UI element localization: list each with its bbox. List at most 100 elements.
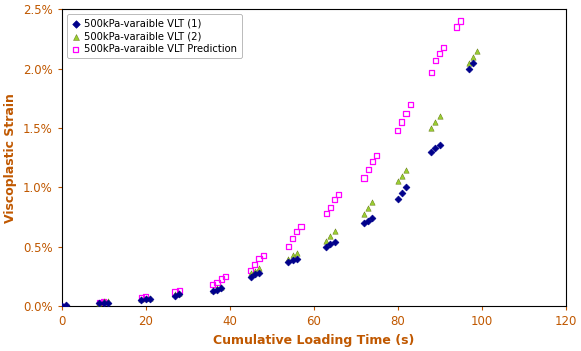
500kPa-varaible VLT (1) [292, 256, 302, 261]
500kPa-varaible VLT (2) [426, 125, 436, 131]
500kPa-varaible VLT (2) [212, 286, 221, 291]
500kPa-varaible VLT Prediction [208, 282, 217, 288]
500kPa-varaible VLT (2) [393, 179, 402, 184]
500kPa-varaible VLT Prediction [452, 24, 461, 30]
500kPa-varaible VLT Prediction [284, 244, 293, 250]
X-axis label: Cumulative Loading Time (s): Cumulative Loading Time (s) [213, 334, 414, 347]
500kPa-varaible VLT (2) [170, 292, 180, 297]
500kPa-varaible VLT Prediction [435, 50, 444, 56]
500kPa-varaible VLT (1) [137, 298, 146, 303]
500kPa-varaible VLT Prediction [406, 101, 415, 107]
500kPa-varaible VLT Prediction [217, 276, 226, 282]
500kPa-varaible VLT Prediction [359, 175, 368, 181]
500kPa-varaible VLT (2) [174, 290, 184, 296]
500kPa-varaible VLT (1) [326, 241, 335, 247]
500kPa-varaible VLT (2) [397, 173, 407, 178]
500kPa-varaible VLT (2) [330, 229, 339, 234]
500kPa-varaible VLT Prediction [401, 111, 411, 117]
500kPa-varaible VLT Prediction [141, 294, 150, 299]
500kPa-varaible VLT (1) [468, 60, 478, 65]
500kPa-varaible VLT Prediction [170, 289, 180, 295]
500kPa-varaible VLT (1) [217, 286, 226, 291]
500kPa-varaible VLT (1) [401, 185, 411, 190]
500kPa-varaible VLT (2) [145, 295, 155, 301]
500kPa-varaible VLT Prediction [393, 127, 402, 133]
500kPa-varaible VLT Prediction [254, 256, 264, 261]
500kPa-varaible VLT (1) [431, 145, 440, 151]
500kPa-varaible VLT (1) [464, 66, 474, 71]
500kPa-varaible VLT (1) [330, 239, 339, 245]
500kPa-varaible VLT (2) [141, 295, 150, 301]
500kPa-varaible VLT Prediction [426, 69, 436, 75]
500kPa-varaible VLT (1) [284, 259, 293, 265]
500kPa-varaible VLT Prediction [439, 44, 449, 50]
500kPa-varaible VLT (1) [212, 287, 221, 292]
500kPa-varaible VLT (2) [321, 238, 331, 244]
Y-axis label: Viscoplastic Strain: Viscoplastic Strain [4, 93, 17, 223]
500kPa-varaible VLT (2) [431, 119, 440, 125]
500kPa-varaible VLT Prediction [250, 262, 259, 267]
500kPa-varaible VLT (1) [368, 216, 377, 221]
Legend: 500kPa-varaible VLT (1), 500kPa-varaible VLT (2), 500kPa-varaible VLT Prediction: 500kPa-varaible VLT (1), 500kPa-varaible… [66, 14, 242, 58]
500kPa-varaible VLT (1) [250, 271, 259, 277]
500kPa-varaible VLT (1) [170, 293, 180, 298]
500kPa-varaible VLT (2) [284, 256, 293, 261]
500kPa-varaible VLT Prediction [221, 274, 230, 279]
500kPa-varaible VLT (1) [426, 149, 436, 154]
500kPa-varaible VLT (2) [217, 284, 226, 290]
500kPa-varaible VLT (2) [364, 205, 373, 211]
500kPa-varaible VLT (2) [288, 252, 297, 258]
500kPa-varaible VLT (2) [246, 270, 255, 276]
500kPa-varaible VLT (1) [288, 257, 297, 263]
500kPa-varaible VLT (2) [208, 287, 217, 292]
500kPa-varaible VLT (1) [359, 220, 368, 226]
500kPa-varaible VLT Prediction [137, 295, 146, 301]
500kPa-varaible VLT (2) [254, 265, 264, 271]
500kPa-varaible VLT (2) [61, 302, 70, 308]
500kPa-varaible VLT (1) [364, 218, 373, 224]
500kPa-varaible VLT Prediction [431, 58, 440, 63]
500kPa-varaible VLT (2) [95, 300, 104, 305]
500kPa-varaible VLT (1) [397, 191, 407, 196]
500kPa-varaible VLT (1) [61, 302, 70, 308]
500kPa-varaible VLT Prediction [334, 192, 343, 197]
500kPa-varaible VLT (1) [57, 304, 66, 309]
500kPa-varaible VLT Prediction [397, 119, 407, 125]
500kPa-varaible VLT (2) [468, 54, 478, 60]
500kPa-varaible VLT (2) [103, 299, 112, 304]
500kPa-varaible VLT (1) [321, 244, 331, 250]
500kPa-varaible VLT Prediction [57, 304, 66, 309]
500kPa-varaible VLT (1) [254, 270, 264, 276]
500kPa-varaible VLT (1) [393, 197, 402, 202]
500kPa-varaible VLT Prediction [288, 236, 297, 241]
500kPa-varaible VLT (2) [401, 167, 411, 172]
500kPa-varaible VLT Prediction [456, 18, 465, 24]
500kPa-varaible VLT (1) [103, 300, 112, 305]
500kPa-varaible VLT (1) [174, 292, 184, 297]
500kPa-varaible VLT Prediction [212, 280, 221, 285]
500kPa-varaible VLT (1) [208, 288, 217, 293]
500kPa-varaible VLT (2) [326, 233, 335, 239]
500kPa-varaible VLT (2) [250, 268, 259, 273]
500kPa-varaible VLT Prediction [95, 300, 104, 305]
500kPa-varaible VLT (2) [57, 304, 66, 309]
500kPa-varaible VLT (1) [141, 296, 150, 302]
500kPa-varaible VLT Prediction [321, 211, 331, 216]
500kPa-varaible VLT (2) [137, 296, 146, 302]
500kPa-varaible VLT Prediction [372, 153, 381, 158]
500kPa-varaible VLT (1) [99, 300, 108, 305]
500kPa-varaible VLT (2) [99, 299, 108, 304]
500kPa-varaible VLT Prediction [368, 158, 377, 164]
500kPa-varaible VLT Prediction [246, 268, 255, 273]
500kPa-varaible VLT (1) [145, 296, 155, 302]
500kPa-varaible VLT Prediction [330, 197, 339, 202]
500kPa-varaible VLT Prediction [292, 229, 302, 234]
500kPa-varaible VLT (1) [246, 274, 255, 279]
500kPa-varaible VLT (1) [435, 142, 444, 147]
500kPa-varaible VLT (2) [368, 199, 377, 205]
500kPa-varaible VLT (2) [359, 211, 368, 216]
500kPa-varaible VLT Prediction [364, 167, 373, 172]
500kPa-varaible VLT Prediction [99, 299, 108, 304]
500kPa-varaible VLT (2) [464, 60, 474, 65]
500kPa-varaible VLT Prediction [174, 288, 184, 293]
